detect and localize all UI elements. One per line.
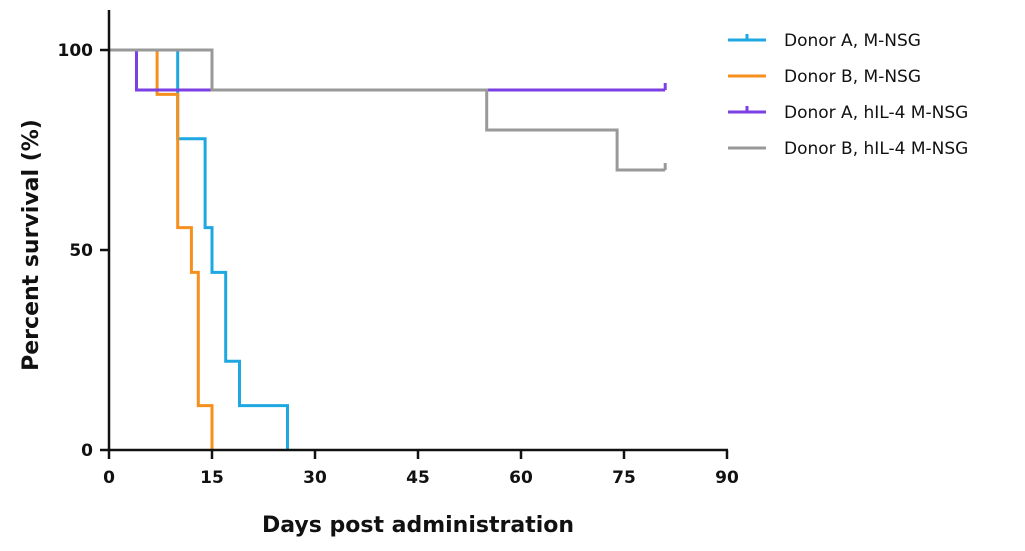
x-tick-label: 90 <box>715 468 739 488</box>
x-tick-label: 45 <box>406 468 430 488</box>
y-tick-label: 100 <box>58 41 94 61</box>
x-tick-label: 15 <box>200 468 224 488</box>
y-ticks: 0 50 100 <box>58 41 109 461</box>
x-ticks: 0 15 30 45 60 75 90 <box>103 450 739 488</box>
series-line-3 <box>109 48 666 92</box>
y-axis-title: Percent survival (%) <box>19 119 44 371</box>
legend: Donor A, M-NSG Donor B, M-NSG Donor A, hIL… <box>728 31 968 159</box>
x-tick-label: 60 <box>509 468 533 488</box>
x-tick-label: 75 <box>612 468 636 488</box>
x-tick-label: 0 <box>103 468 115 488</box>
x-axis-title: Days post administration <box>262 513 574 538</box>
y-tick-label: 50 <box>69 241 93 261</box>
axes <box>107 10 728 452</box>
legend-label: Donor B, M-NSG <box>784 67 921 87</box>
series-line-2 <box>109 48 214 450</box>
series-line-4 <box>109 48 666 172</box>
series-lines <box>109 48 667 450</box>
legend-label: Donor A, M-NSG <box>784 31 921 51</box>
legend-label: Donor B, hIL-4 M-NSG <box>784 139 968 159</box>
x-tick-label: 30 <box>303 468 327 488</box>
y-tick-label: 0 <box>81 441 93 461</box>
legend-label: Donor A, hIL-4 M-NSG <box>784 103 968 123</box>
